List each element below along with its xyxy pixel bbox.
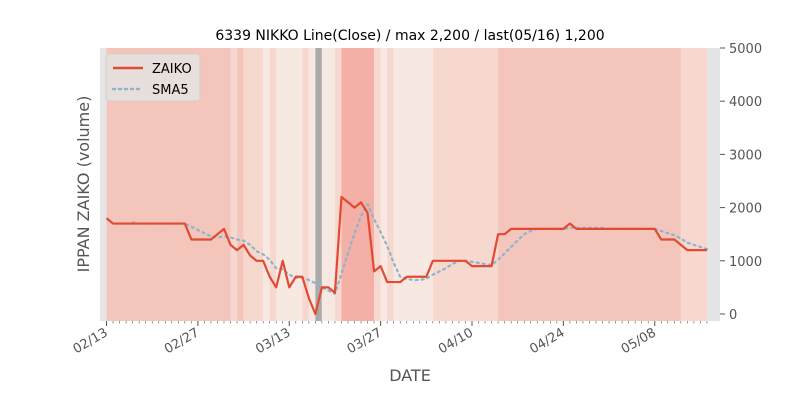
band-medium	[498, 48, 681, 321]
band-strong	[341, 48, 375, 321]
band-pale	[380, 48, 388, 321]
band-pale	[321, 48, 335, 321]
x-tick-label: 05/08	[619, 325, 659, 357]
y-tick-label: 5000	[729, 42, 762, 57]
band-pale	[308, 48, 316, 321]
x-tick-label: 02/13	[71, 325, 111, 357]
band-light	[432, 48, 499, 321]
legend: ZAIKO SMA5	[105, 53, 201, 102]
legend-zaiko-label: ZAIKO	[152, 62, 192, 77]
band-light	[230, 48, 238, 321]
band-light	[269, 48, 277, 321]
band-light	[334, 48, 342, 321]
x-tick-label: 02/27	[162, 325, 202, 357]
band-light	[387, 48, 394, 321]
band-light	[374, 48, 381, 321]
band-light	[243, 48, 264, 321]
band-light	[680, 48, 707, 321]
x-tick-label: 03/13	[253, 325, 293, 357]
band-pale	[393, 48, 433, 321]
band-light	[302, 48, 309, 321]
y-tick-label: 3000	[729, 148, 762, 163]
band-pale	[276, 48, 303, 321]
series-lines	[105, 195, 709, 316]
band-gray	[706, 48, 720, 321]
x-tick-label: 04/24	[527, 325, 567, 357]
y-tick-label: 0	[729, 308, 737, 323]
legend-box	[105, 53, 201, 102]
y-tick-label: 4000	[729, 95, 762, 110]
band-highlight	[315, 48, 322, 321]
chart-title: 6339 NIKKO Line(Close) / max 2,200 / las…	[215, 28, 604, 44]
y-tick-label: 2000	[729, 202, 762, 217]
y-axis-ticks: 0 1000 2000 3000 4000 5000	[720, 42, 762, 323]
x-axis-label: DATE	[389, 366, 431, 385]
x-axis-ticks: 02/13 02/27 03/13 03/27 04/10 04/24 05/08	[71, 321, 708, 357]
zaiko-series-line	[105, 195, 707, 316]
y-axis-label: IPPAN ZAIKO (volume)	[74, 96, 93, 273]
band-pale	[263, 48, 270, 321]
x-tick-label: 03/27	[345, 325, 385, 357]
band-gray	[100, 48, 107, 321]
y-tick-label: 1000	[729, 255, 762, 270]
legend-sma5-label: SMA5	[152, 83, 189, 98]
band-medium	[237, 48, 244, 321]
x-tick-label: 04/10	[436, 325, 476, 357]
